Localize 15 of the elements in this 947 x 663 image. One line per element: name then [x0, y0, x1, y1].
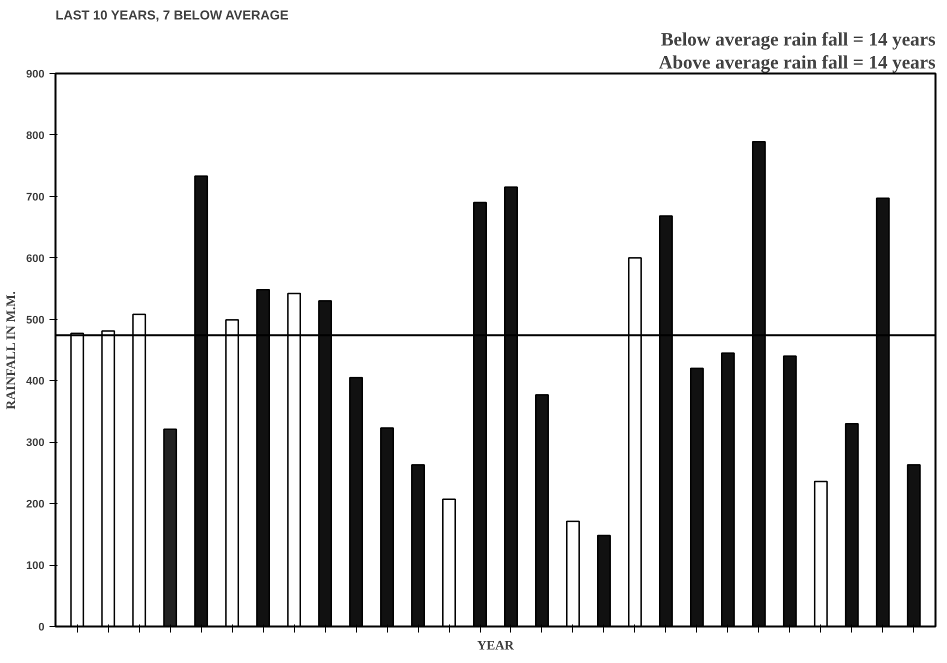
chart-title: LAST 10 YEARS, 7 BELOW AVERAGE: [56, 8, 289, 22]
y-tick-label: 500: [26, 314, 45, 326]
y-axis-title: RAINFALL IN M.M.: [3, 291, 18, 410]
y-tick-label: 300: [26, 437, 45, 450]
x-axis-title: YEAR: [477, 638, 515, 652]
y-tick-label: 800: [26, 130, 45, 142]
annotation: Above average rain fall = 14 years: [658, 52, 936, 74]
y-tick-label: 100: [26, 560, 45, 572]
y-tick-label: 600: [26, 252, 45, 265]
y-tick-label: 200: [26, 498, 45, 511]
y-tick-label: 400: [26, 376, 45, 388]
text: Below average rain fall = 14 years: [660, 30, 936, 50]
y-tick-label: 700: [26, 191, 45, 204]
y-tick-label: 900: [26, 68, 45, 80]
y-tick-label: 0: [38, 622, 45, 634]
